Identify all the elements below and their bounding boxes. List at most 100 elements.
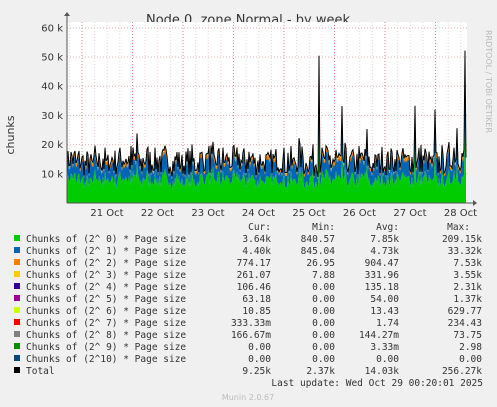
legend-value-avg: 144.27m [359, 330, 399, 341]
legend-value-max: 7.53k [453, 258, 482, 269]
legend-value-max: 0.00 [459, 354, 482, 365]
legend-series-name: Chunks of (2^ 0) * Page size [26, 234, 186, 245]
x-tick-label: 22 Oct [141, 208, 174, 219]
legend-series-name: Chunks of (2^ 5) * Page size [26, 294, 186, 305]
legend-swatch [14, 319, 20, 325]
legend-series-name: Chunks of (2^ 9) * Page size [26, 342, 186, 353]
legend-value-min: 0.00 [312, 318, 335, 329]
legend-swatch [14, 247, 20, 253]
legend-header: Cur: [248, 222, 271, 233]
legend-value-cur: 0.00 [248, 342, 271, 353]
legend-value-avg: 904.47 [365, 258, 399, 269]
y-axis-arrow [64, 12, 70, 16]
y-tick-labels: 10 k 20 k 30 k 40 k 50 k 60 k [41, 23, 63, 180]
legend-value-avg: 135.18 [365, 282, 400, 293]
y-tick-label: 20 k [41, 140, 63, 151]
legend-swatch [14, 235, 20, 241]
legend-value-avg: 0.00 [376, 354, 399, 365]
legend-value-avg: 13.43 [370, 306, 399, 317]
legend-value-avg: 1.74 [376, 318, 399, 329]
x-tick-label: 26 Oct [343, 208, 376, 219]
legend-value-avg: 14.03k [365, 366, 400, 377]
x-tick-label: 25 Oct [292, 208, 325, 219]
x-tick-labels: 21 Oct 22 Oct 23 Oct 24 Oct 25 Oct 26 Oct 27 O… [90, 208, 477, 219]
legend-swatch [14, 331, 20, 337]
series-areas [66, 50, 467, 203]
x-tick-label: 24 Oct [242, 208, 275, 219]
legend-value-min: 845.04 [301, 246, 336, 257]
legend-value-avg: 7.85k [370, 234, 399, 245]
legend: Cur: Min: Avg: Max: Chunks of (2^ 0) * Page … [14, 222, 482, 377]
x-tick-label: 21 Oct [90, 208, 123, 219]
legend-series-name: Chunks of (2^ 2) * Page size [26, 258, 186, 269]
legend-swatch [14, 343, 20, 349]
legend-value-max: 629.77 [448, 306, 482, 317]
legend-series-name: Chunks of (2^ 6) * Page size [26, 306, 186, 317]
y-tick-label: 40 k [41, 82, 63, 93]
legend-value-min: 0.00 [312, 330, 335, 341]
legend-swatch [14, 367, 20, 373]
legend-swatch [14, 259, 20, 265]
legend-value-cur: 3.64k [242, 234, 271, 245]
legend-value-min: 7.88 [312, 270, 335, 281]
munin-version: Munin 2.0.67 [222, 393, 274, 402]
legend-value-cur: 4.40k [242, 246, 271, 257]
legend-header: Max: [447, 222, 470, 233]
legend-value-cur: 0.00 [248, 354, 271, 365]
legend-value-avg: 331.96 [365, 270, 400, 281]
legend-series-name: Chunks of (2^ 8) * Page size [26, 330, 186, 341]
legend-value-cur: 333.33m [231, 318, 271, 329]
legend-value-cur: 63.18 [242, 294, 271, 305]
series-area-0 [67, 123, 466, 203]
legend-value-cur: 166.67m [231, 330, 271, 341]
legend-value-cur: 261.07 [237, 270, 271, 281]
legend-value-max: 3.55k [453, 270, 482, 281]
y-tick-label: 60 k [41, 23, 63, 34]
legend-value-max: 256.27k [442, 366, 482, 377]
legend-value-cur: 9.25k [242, 366, 271, 377]
legend-value-max: 234.43 [448, 318, 482, 329]
legend-value-max: 1.37k [453, 294, 482, 305]
legend-value-avg: 4.73k [370, 246, 399, 257]
y-tick-label: 30 k [41, 111, 63, 122]
series-area-1 [67, 68, 466, 190]
x-tick-label: 28 Oct [444, 208, 477, 219]
legend-series-name: Chunks of (2^ 3) * Page size [26, 270, 186, 281]
legend-value-max: 209.15k [442, 234, 482, 245]
legend-swatch [14, 355, 20, 361]
legend-swatch [14, 271, 20, 277]
legend-series-name: Total [26, 366, 55, 377]
legend-value-avg: 3.33m [370, 342, 399, 353]
legend-value-min: 0.00 [312, 354, 335, 365]
legend-swatch [14, 295, 20, 301]
legend-value-min: 0.00 [312, 342, 335, 353]
legend-value-min: 2.37k [306, 366, 335, 377]
rrdtool-side-label: RRDTOOL / TOBI OETIKER [484, 30, 493, 133]
legend-value-min: 0.00 [312, 294, 335, 305]
legend-swatch [14, 307, 20, 313]
legend-value-min: 840.57 [301, 234, 335, 245]
legend-value-max: 2.98 [459, 342, 482, 353]
legend-value-max: 73.75 [453, 330, 482, 341]
legend-value-min: 0.00 [312, 282, 335, 293]
legend-value-avg: 54.00 [370, 294, 399, 305]
legend-series-name: Chunks of (2^10) * Page size [26, 354, 186, 365]
axes [64, 12, 477, 206]
legend-value-cur: 106.46 [237, 282, 272, 293]
legend-value-cur: 774.17 [237, 258, 271, 269]
series-line-total [66, 50, 467, 177]
y-axis-label: chunks [4, 115, 17, 154]
legend-series-name: Chunks of (2^ 4) * Page size [26, 282, 186, 293]
legend-series-name: Chunks of (2^ 1) * Page size [26, 246, 186, 257]
x-tick-label: 23 Oct [191, 208, 224, 219]
legend-series-name: Chunks of (2^ 7) * Page size [26, 318, 186, 329]
legend-header: Min: [312, 222, 335, 233]
x-axis-arrow [473, 200, 477, 206]
legend-value-cur: 10.85 [242, 306, 271, 317]
y-tick-label: 50 k [41, 53, 63, 64]
legend-swatch [14, 283, 20, 289]
legend-value-max: 2.31k [453, 282, 482, 293]
last-update: Last update: Wed Oct 29 00:20:01 2025 [271, 378, 483, 389]
legend-value-max: 33.32k [448, 246, 483, 257]
